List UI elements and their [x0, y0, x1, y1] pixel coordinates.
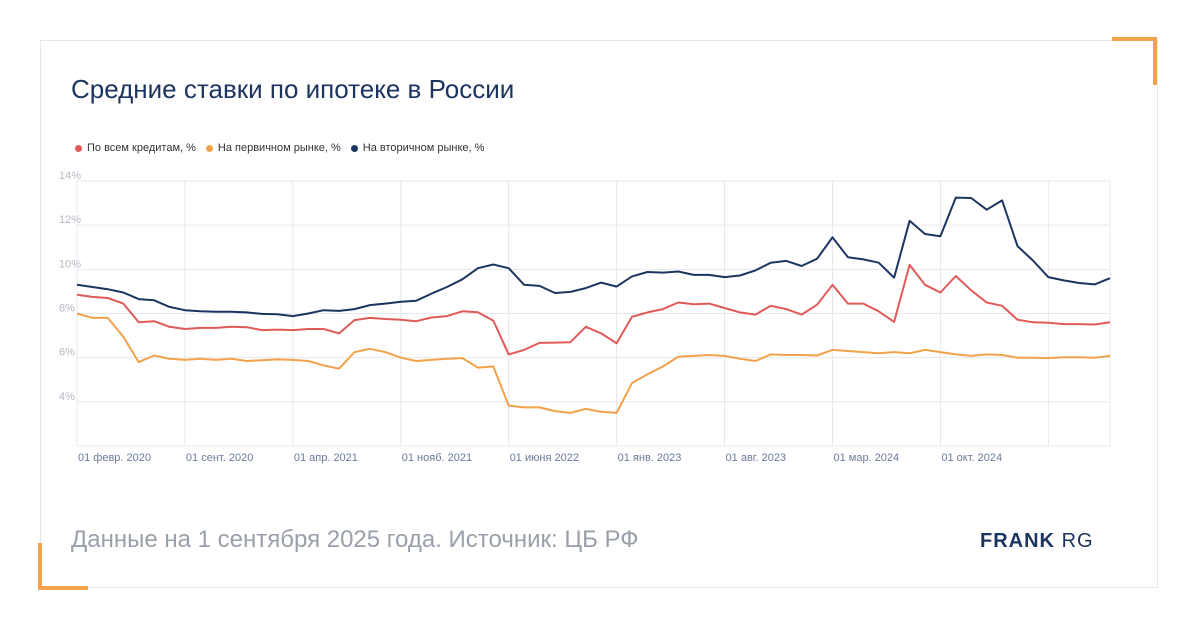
x-tick-label: 01 окт. 2024 — [941, 452, 1002, 464]
series-line-1 — [76, 312, 1111, 414]
corner-accent-bottom-left — [38, 543, 88, 590]
x-tick-label: 01 июня 2022 — [510, 452, 579, 464]
legend-label-all: По всем кредитам, % — [87, 142, 196, 154]
footer-source-note: Данные на 1 сентября 2025 года. Источник… — [71, 526, 639, 553]
x-tick-label: 01 янв. 2023 — [618, 452, 682, 464]
legend-item-secondary[interactable]: На вторичном рынке, % — [350, 142, 485, 154]
x-tick-label: 01 апр. 2021 — [294, 452, 358, 464]
x-tick-label: 01 сент. 2020 — [186, 452, 253, 464]
x-tick-label: 01 авг. 2023 — [726, 452, 787, 464]
y-tick-label: 10% — [59, 258, 81, 270]
series-line-0 — [76, 263, 1111, 356]
y-tick-label: 4% — [59, 391, 75, 403]
brand-logo-part1: FRANK — [980, 530, 1055, 552]
legend-item-all[interactable]: По всем кредитам, % — [75, 142, 196, 154]
y-tick-label: 14% — [59, 170, 81, 182]
brand-logo: FRANK RG — [980, 530, 1094, 553]
x-tick-label: 01 мар. 2024 — [833, 452, 899, 464]
legend-dot-primary — [205, 144, 213, 152]
series-line-2 — [76, 196, 1111, 318]
y-tick-label: 12% — [59, 214, 81, 226]
y-tick-label: 6% — [59, 347, 75, 359]
legend-label-primary: На первичном рынке, % — [217, 142, 341, 154]
chart-legend: По всем кредитам, % На первичном рынке, … — [75, 142, 484, 154]
brand-logo-part2: RG — [1061, 530, 1094, 552]
x-tick-label: 01 нояб. 2021 — [402, 452, 472, 464]
y-tick-label: 8% — [59, 303, 75, 315]
chart-title: Средние ставки по ипотеке в России — [71, 74, 515, 104]
legend-label-secondary: На вторичном рынке, % — [362, 142, 485, 154]
legend-dot-secondary — [350, 144, 358, 152]
corner-accent-top-right — [1112, 37, 1157, 85]
legend-item-primary[interactable]: На первичном рынке, % — [205, 142, 341, 154]
x-tick-label: 01 февр. 2020 — [78, 452, 151, 464]
legend-dot-all — [75, 144, 82, 152]
